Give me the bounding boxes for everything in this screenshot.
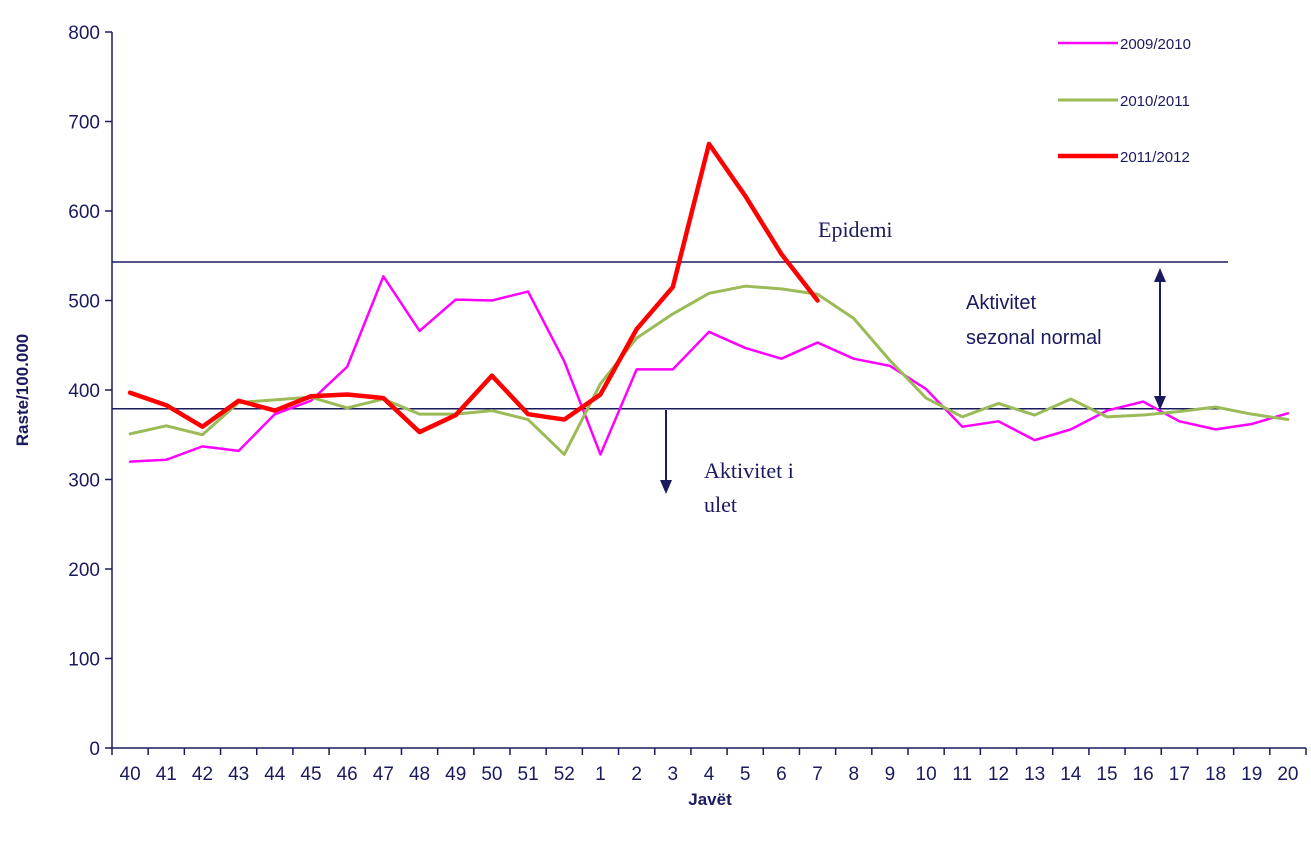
x-tick-label: 49 <box>445 764 466 785</box>
legend: 2009/2010 2010/2011 2011/2012 <box>1058 36 1191 166</box>
y-tick-label: 0 <box>89 739 100 760</box>
y-tick-label: 300 <box>68 471 100 492</box>
y-tick-label: 400 <box>68 381 100 402</box>
low-activity-arrow <box>660 410 672 494</box>
normal-range-arrow <box>1154 268 1166 410</box>
x-tick-label: 8 <box>848 764 859 785</box>
x-axis-title: Javët <box>688 790 732 809</box>
x-tick-label: 14 <box>1060 764 1082 785</box>
x-tick-label: 7 <box>812 764 823 785</box>
x-tick-label: 52 <box>554 764 575 785</box>
x-tick-label: 2 <box>631 764 642 785</box>
legend-label: 2009/2010 <box>1120 36 1191 53</box>
x-tick-label: 44 <box>264 764 286 785</box>
x-tick-label: 20 <box>1277 764 1298 785</box>
y-tick-label: 500 <box>68 292 100 313</box>
x-tick-label: 47 <box>373 764 394 785</box>
x-tick-label: 10 <box>916 764 937 785</box>
x-axis: 40 41 42 43 44 45 46 47 48 49 50 51 52 1 2 3 4 5 6 7 8 9 10 11 1… <box>111 747 1307 785</box>
x-tick-label: 50 <box>481 764 502 785</box>
series-line-2009-2010 <box>128 275 1290 463</box>
normal-activity-label-line2: sezonal normal <box>966 327 1102 349</box>
x-tick-label: 12 <box>988 764 1009 785</box>
low-activity-label-line1: Aktivitet i <box>704 458 794 483</box>
x-tick-label: 13 <box>1024 764 1045 785</box>
x-tick-label: 1 <box>595 764 606 785</box>
y-axis: 0 100 200 300 400 500 600 700 800 <box>68 23 113 760</box>
low-activity-label-line2: ulet <box>704 492 737 517</box>
series-line-2010-2011 <box>128 284 1290 456</box>
x-tick-label: 19 <box>1241 764 1262 785</box>
x-tick-label: 48 <box>409 764 430 785</box>
epidemic-label: Epidemi <box>818 217 893 242</box>
x-tick-label: 46 <box>337 764 358 785</box>
x-tick-label: 6 <box>776 764 787 785</box>
x-tick-label: 3 <box>668 764 679 785</box>
legend-label: 2011/2012 <box>1120 149 1190 166</box>
x-tick-label: 40 <box>120 764 141 785</box>
x-tick-label: 51 <box>518 764 539 785</box>
y-tick-label: 600 <box>68 202 100 223</box>
x-tick-label: 4 <box>704 764 715 785</box>
series-lines <box>127 141 1290 463</box>
threshold-lines <box>112 261 1228 410</box>
y-tick-label: 200 <box>68 560 100 581</box>
x-tick-label: 18 <box>1205 764 1226 785</box>
x-tick-label: 45 <box>300 764 321 785</box>
x-tick-label: 11 <box>952 764 972 785</box>
x-tick-label: 42 <box>192 764 213 785</box>
y-tick-label: 800 <box>68 23 100 44</box>
series-line-2011-2012 <box>127 141 820 435</box>
x-tick-label: 41 <box>156 764 177 785</box>
x-tick-label: 15 <box>1096 764 1117 785</box>
y-axis-title: Raste/100.000 <box>13 334 32 446</box>
x-tick-label: 17 <box>1169 764 1190 785</box>
legend-label: 2010/2011 <box>1120 93 1190 110</box>
x-tick-label: 5 <box>740 764 751 785</box>
x-tick-label: 9 <box>885 764 896 785</box>
y-tick-label: 700 <box>68 113 100 134</box>
normal-activity-label-line1: Aktivitet <box>966 292 1036 314</box>
x-tick-label: 16 <box>1133 764 1154 785</box>
y-tick-label: 100 <box>68 650 100 671</box>
x-tick-label: 43 <box>228 764 249 785</box>
